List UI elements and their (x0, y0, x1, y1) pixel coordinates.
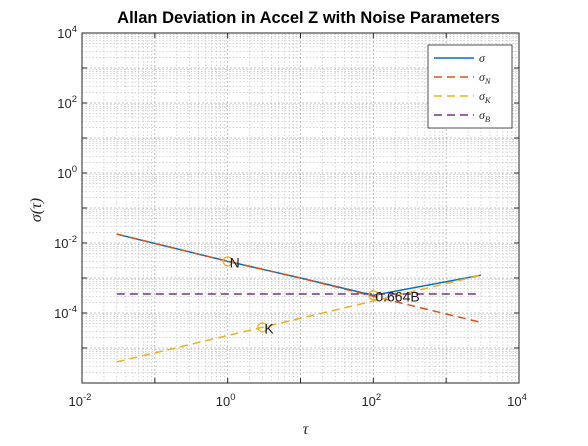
y-tick-label: 10-2 (54, 234, 77, 251)
x-tick-label: 10-2 (69, 392, 92, 409)
legend: σ σN σK σB (427, 44, 513, 129)
y-tick-label: 102 (57, 94, 77, 111)
annotation-marker (222, 256, 233, 267)
legend-label: σN (479, 70, 492, 86)
legend-box (427, 44, 513, 129)
series-group (116, 233, 482, 363)
legend-label: σ (479, 51, 486, 65)
annotation-label: N (230, 254, 240, 270)
annotation-marker (368, 290, 379, 301)
x-tick-label: 102 (361, 392, 381, 409)
annotations: N K 0.664B (222, 254, 420, 336)
tick-marks (81, 32, 520, 384)
legend-label: σK (479, 89, 492, 105)
series-line-2 (116, 233, 482, 324)
annotation-label: K (264, 320, 274, 336)
y-tick-label: 104 (57, 24, 77, 41)
legend-label: σB (479, 108, 490, 124)
x-axis-label: τ (303, 421, 310, 438)
series-line-3 (116, 274, 482, 363)
y-tick-label: 10-4 (54, 304, 77, 321)
y-axis-label: σ(τ) (28, 198, 45, 222)
annotation-marker (257, 322, 268, 333)
annotation-label: 0.664B (375, 288, 419, 304)
x-tick-label: 100 (216, 392, 236, 409)
chart-title: Allan Deviation in Accel Z with Noise Pa… (117, 9, 500, 27)
y-tick-label: 100 (57, 164, 77, 181)
x-tick-label: 104 (507, 392, 527, 409)
